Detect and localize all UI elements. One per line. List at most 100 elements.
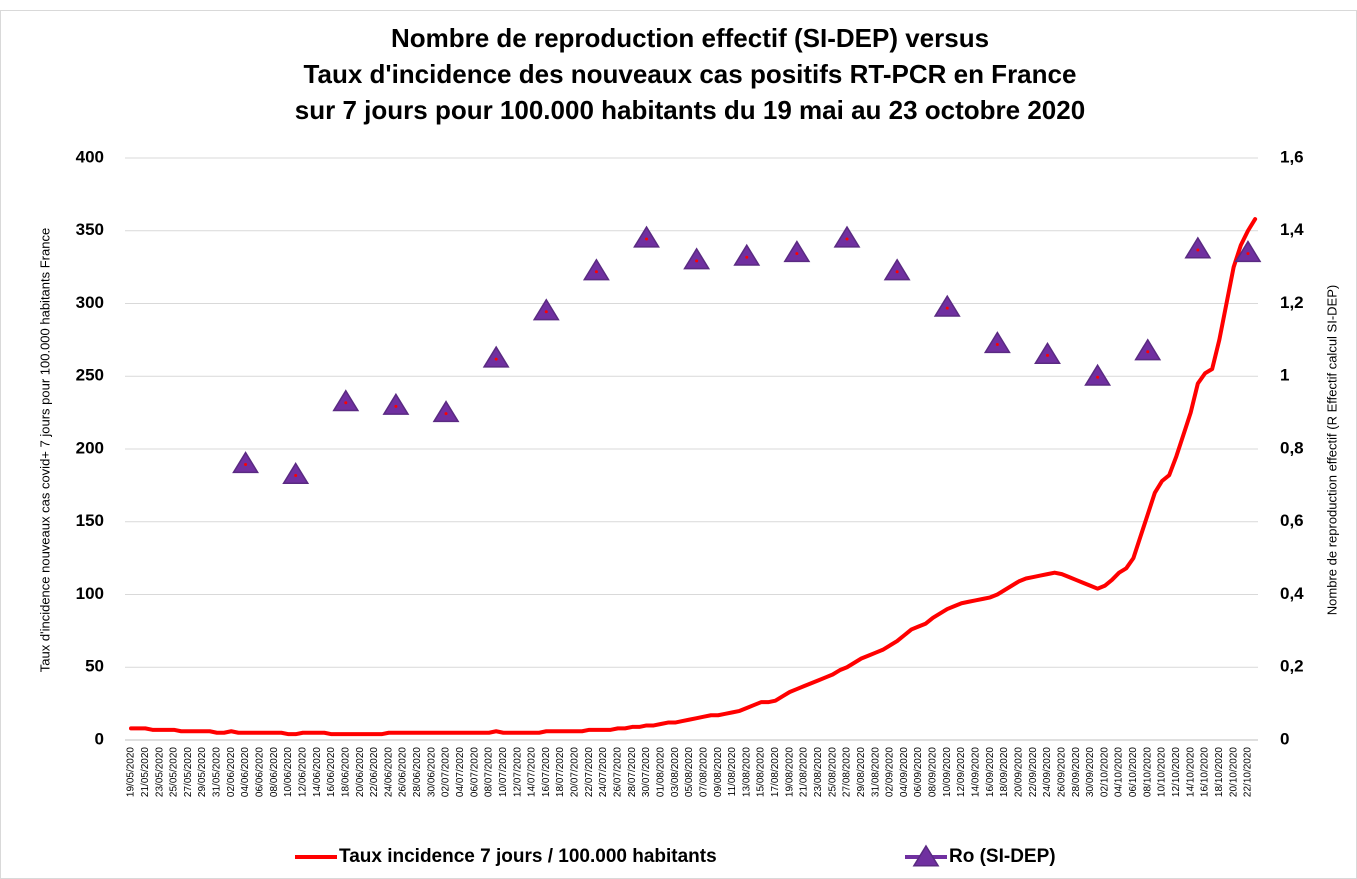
x-tick-label: 02/09/2020: [885, 747, 896, 797]
y2-tick-label: 1,4: [1280, 220, 1304, 239]
x-tick-label: 08/10/2020: [1142, 747, 1153, 797]
x-tick-label: 20/09/2020: [1013, 747, 1024, 797]
y-tick-label: 350: [76, 220, 104, 239]
x-tick-label: 22/06/2020: [369, 747, 380, 797]
x-tick-label: 28/07/2020: [627, 747, 638, 797]
y-tick-label: 200: [76, 438, 104, 457]
ro-marker-dot: [444, 412, 448, 416]
x-tick-label: 25/08/2020: [827, 747, 838, 797]
x-tick-label: 22/09/2020: [1028, 747, 1039, 797]
ro-marker-dot: [1045, 353, 1049, 357]
x-tick-label: 06/10/2020: [1128, 747, 1139, 797]
ro-marker-dot: [544, 310, 548, 314]
y-tick-label: 250: [76, 366, 104, 385]
x-tick-label: 30/06/2020: [426, 747, 437, 797]
x-tick-label: 26/07/2020: [613, 747, 624, 797]
x-tick-label: 21/08/2020: [799, 747, 810, 797]
x-tick-label: 10/09/2020: [942, 747, 953, 797]
x-tick-label: 22/10/2020: [1243, 747, 1254, 797]
ro-marker-dot: [344, 401, 348, 405]
ro-marker-dot: [895, 270, 899, 274]
x-tick-label: 10/10/2020: [1157, 747, 1168, 797]
ro-marker: [733, 243, 761, 266]
ro-marker-dot: [1246, 252, 1250, 256]
ro-marker-dot: [244, 463, 248, 467]
ro-marker-dot: [1146, 350, 1150, 354]
x-tick-label: 16/06/2020: [326, 747, 337, 797]
y-tick-label: 50: [85, 657, 104, 676]
ro-marker: [1184, 236, 1212, 259]
ro-marker-dot: [1096, 375, 1100, 379]
x-tick-label: 08/06/2020: [269, 747, 280, 797]
x-tick-label: 10/06/2020: [283, 747, 294, 797]
x-tick-label: 12/07/2020: [512, 747, 523, 797]
x-tick-label: 05/08/2020: [684, 747, 695, 797]
x-tick-label: 22/07/2020: [584, 747, 595, 797]
x-tick-label: 23/08/2020: [813, 747, 824, 797]
y-tick-label: 150: [76, 511, 104, 530]
x-tick-label: 02/06/2020: [226, 747, 237, 797]
y2-tick-label: 1,2: [1280, 293, 1304, 312]
ro-marker: [1034, 341, 1061, 364]
y-tick-label: 400: [76, 147, 104, 166]
incidence-line: [129, 217, 1258, 737]
legend-marker: [912, 844, 940, 867]
ro-marker: [833, 225, 861, 248]
ro-marker: [933, 294, 961, 317]
ro-marker-dot: [745, 255, 749, 259]
x-tick-label: 11/08/2020: [727, 747, 738, 797]
x-tick-label: 26/06/2020: [398, 747, 409, 797]
chart-title: Taux d'incidence des nouveaux cas positi…: [304, 59, 1077, 89]
x-tick-label: 15/08/2020: [756, 747, 767, 797]
x-tick-label: 08/07/2020: [484, 747, 495, 797]
x-tick-label: 04/07/2020: [455, 747, 466, 797]
x-tick-label: 23/05/2020: [154, 747, 165, 797]
x-tick-label: 04/10/2020: [1114, 747, 1125, 797]
y2-tick-label: 1,6: [1280, 147, 1304, 166]
x-tick-label: 10/07/2020: [498, 747, 509, 797]
x-tick-label: 24/07/2020: [598, 747, 609, 797]
ro-marker-dot: [1196, 248, 1200, 252]
x-tick-label: 26/09/2020: [1056, 747, 1067, 797]
x-tick-label: 19/08/2020: [784, 747, 795, 797]
ro-marker: [532, 298, 560, 321]
x-tick-label: 20/06/2020: [355, 747, 366, 797]
x-tick-label: 16/09/2020: [985, 747, 996, 797]
y2-tick-label: 0,6: [1280, 511, 1304, 530]
x-tick-label: 04/06/2020: [240, 747, 251, 797]
y2-tick-label: 0: [1280, 729, 1289, 748]
ro-marker-dot: [494, 357, 498, 361]
x-tick-label: 25/05/2020: [169, 747, 180, 797]
y2-tick-label: 0,2: [1280, 657, 1304, 676]
x-tick-label: 28/06/2020: [412, 747, 423, 797]
x-tick-label: 18/06/2020: [340, 747, 351, 797]
ro-marker: [683, 247, 711, 270]
ro-marker-dot: [995, 343, 999, 347]
x-tick-label: 04/09/2020: [899, 747, 910, 797]
x-tick-label: 12/09/2020: [956, 747, 967, 797]
y-axis-title: Taux d'incidence nouveaux cas covid+ 7 j…: [37, 228, 52, 672]
x-tick-label: 20/07/2020: [570, 747, 581, 797]
x-tick-label: 08/09/2020: [928, 747, 939, 797]
x-tick-label: 14/06/2020: [312, 747, 323, 797]
x-tick-label: 27/05/2020: [183, 747, 194, 797]
ro-marker: [633, 225, 660, 248]
ro-marker: [482, 345, 510, 368]
y-tick-label: 100: [76, 584, 104, 603]
chart-title: sur 7 jours pour 100.000 habitants du 19…: [295, 95, 1085, 125]
ro-marker: [282, 462, 310, 485]
x-tick-label: 09/08/2020: [713, 747, 724, 797]
ro-marker: [332, 389, 360, 412]
ro-marker-dot: [594, 270, 598, 274]
x-tick-label: 14/07/2020: [527, 747, 538, 797]
x-tick-label: 16/07/2020: [541, 747, 552, 797]
ro-marker-dot: [695, 259, 699, 263]
x-tick-label: 17/08/2020: [770, 747, 781, 797]
ro-marker: [1084, 363, 1112, 386]
x-tick-label: 29/05/2020: [197, 747, 208, 797]
x-tick-label: 13/08/2020: [741, 747, 752, 797]
x-tick-label: 06/07/2020: [469, 747, 480, 797]
x-tick-label: 06/06/2020: [255, 747, 266, 797]
x-tick-label: 19/05/2020: [126, 747, 137, 797]
